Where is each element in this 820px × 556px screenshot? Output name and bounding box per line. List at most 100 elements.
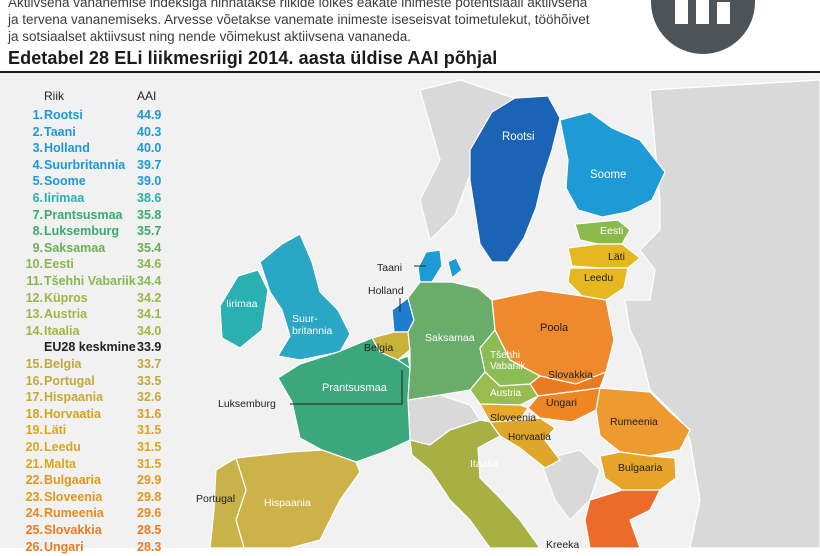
row-country: EU28 keskmine <box>44 340 136 355</box>
column-header-value: AAI <box>137 89 157 103</box>
table-row: 22. Bulgaaria 29.9 <box>12 473 182 489</box>
row-country: Eesti <box>44 257 74 272</box>
table-row: 19. Läti 31.5 <box>12 423 182 439</box>
map-label-taani: Taani <box>377 262 403 274</box>
country-lati <box>567 243 641 269</box>
row-country: Saksamaa <box>44 240 106 255</box>
table-row: 17. Hispaania 32.6 <box>12 390 182 406</box>
row-value: 31.5 <box>137 423 162 438</box>
map-label-bulgaaria: Bulgaaria <box>618 462 663 474</box>
row-rank: 22. <box>25 473 43 488</box>
row-value: 31.5 <box>137 456 162 471</box>
row-country: Hispaania <box>44 390 104 405</box>
map-label-soome: Soome <box>590 169 627 181</box>
map-label-tsehhi: Tšehhi Vabariik <box>490 350 525 372</box>
table-row: 5. Soome 39.0 <box>12 174 182 190</box>
map-label-saksamaa: Saksamaa <box>425 332 475 344</box>
map-label-poola: Poola <box>540 322 569 334</box>
table-row: 18. Horvaatia 31.6 <box>12 407 182 423</box>
row-rank: 18. <box>25 406 43 421</box>
row-rank: 13. <box>25 307 43 322</box>
country-itaalia <box>409 419 541 548</box>
table-row: 4. Suurbritannia 39.7 <box>12 158 182 174</box>
row-rank: 25. <box>25 523 43 537</box>
row-rank: 3. <box>32 141 43 156</box>
map-label-iirimaa: Iirimaa <box>226 298 258 310</box>
row-country: Malta <box>44 456 76 471</box>
map-label-austria: Austria <box>490 388 522 399</box>
table-row: 9. Saksamaa 35.4 <box>12 241 182 257</box>
map-label-lati: Läti <box>608 251 625 263</box>
row-country: Leedu <box>44 440 81 454</box>
row-value: 29.8 <box>137 489 162 504</box>
eu-countries <box>209 95 691 548</box>
country-kreeka <box>584 489 661 548</box>
row-rank: 7. <box>32 207 43 222</box>
row-value: 35.4 <box>137 240 162 255</box>
row-country: Ungari <box>44 539 84 554</box>
table-row: 21. Malta 31.5 <box>12 457 182 473</box>
table-row: 10. Eesti 34.6 <box>12 257 182 273</box>
intro-line-3: ja sotsiaalset aktiivsust ning nende või… <box>8 29 411 44</box>
row-country: Taani <box>44 124 76 139</box>
table-row: 15. Belgia 33.7 <box>12 357 182 373</box>
map-label-suurbritannia-line1: Suur- <box>292 313 318 325</box>
map-label-sloveenia: Sloveenia <box>490 412 537 424</box>
country-bulgaaria <box>599 451 677 491</box>
row-value: 44.9 <box>137 108 162 122</box>
row-rank: 24. <box>25 506 43 521</box>
country-rootsi <box>469 95 561 263</box>
row-rank: 15. <box>25 357 43 371</box>
table-row: 11. Tšehhi Vabariik 34.4 <box>12 274 182 290</box>
row-value: 39.7 <box>137 157 162 172</box>
table-row: 20. Leedu 31.5 <box>12 440 182 456</box>
row-value: 39.0 <box>137 174 162 189</box>
row-value: 29.9 <box>137 473 162 488</box>
row-value: 38.6 <box>137 191 162 205</box>
row-rank: 23. <box>25 489 43 504</box>
intro-text: Aktiivsena vananemise indeksiga hinnatak… <box>8 0 638 45</box>
row-rank: 2. <box>32 124 43 139</box>
row-country: Itaalia <box>44 323 80 338</box>
map-label-tsehhi-line1: Tšehhi <box>490 350 521 361</box>
table-row: 8. Luksemburg 35.7 <box>12 224 182 240</box>
map-label-holland: Holland <box>368 285 404 297</box>
row-value: 31.6 <box>137 406 162 421</box>
row-rank: 20. <box>25 440 43 454</box>
row-rank: 21. <box>25 456 43 471</box>
row-country: Luksemburg <box>44 224 120 239</box>
row-country: Bulgaaria <box>44 473 101 488</box>
column-header-country: Riik <box>44 89 64 103</box>
row-country: Läti <box>44 423 67 438</box>
row-country: Horvaatia <box>44 406 101 421</box>
row-country: Austria <box>44 307 88 322</box>
row-value: 35.7 <box>137 224 162 239</box>
row-rank: 9. <box>32 240 43 255</box>
map-label-ungari: Ungari <box>546 397 577 409</box>
row-country: Küpros <box>44 290 88 305</box>
row-rank: 26. <box>25 539 43 554</box>
table-row: 13. Austria 34.1 <box>12 307 182 323</box>
east-land-shape <box>624 79 820 548</box>
row-rank: 1. <box>32 108 43 122</box>
map-label-portugal: Portugal <box>196 493 236 505</box>
country-iirimaa <box>219 269 269 349</box>
map-label-itaalia: Itaalia <box>470 458 499 470</box>
map-label-rootsi: Rootsi <box>502 131 535 143</box>
leader-lines <box>290 265 426 405</box>
page-title: Edetabel 28 ELi liikmesriigi 2014. aasta… <box>8 48 498 68</box>
map-label-hispaania: Hispaania <box>264 497 311 509</box>
row-country: Portugal <box>44 373 95 388</box>
country-horvaatia <box>488 417 561 469</box>
row-value: 32.6 <box>137 390 162 405</box>
row-country: Slovakkia <box>44 523 102 537</box>
row-country: Holland <box>44 141 90 156</box>
country-prantsusmaa <box>277 337 411 463</box>
row-rank: 11. <box>26 274 43 288</box>
row-value: 40.3 <box>137 124 162 139</box>
map-label-slovakkia: Slovakkia <box>548 369 593 381</box>
row-value: 34.2 <box>137 290 162 305</box>
row-country: Sloveenia <box>44 489 103 504</box>
row-rank: 5. <box>32 174 43 189</box>
map-label-eesti: Eesti <box>600 225 624 237</box>
